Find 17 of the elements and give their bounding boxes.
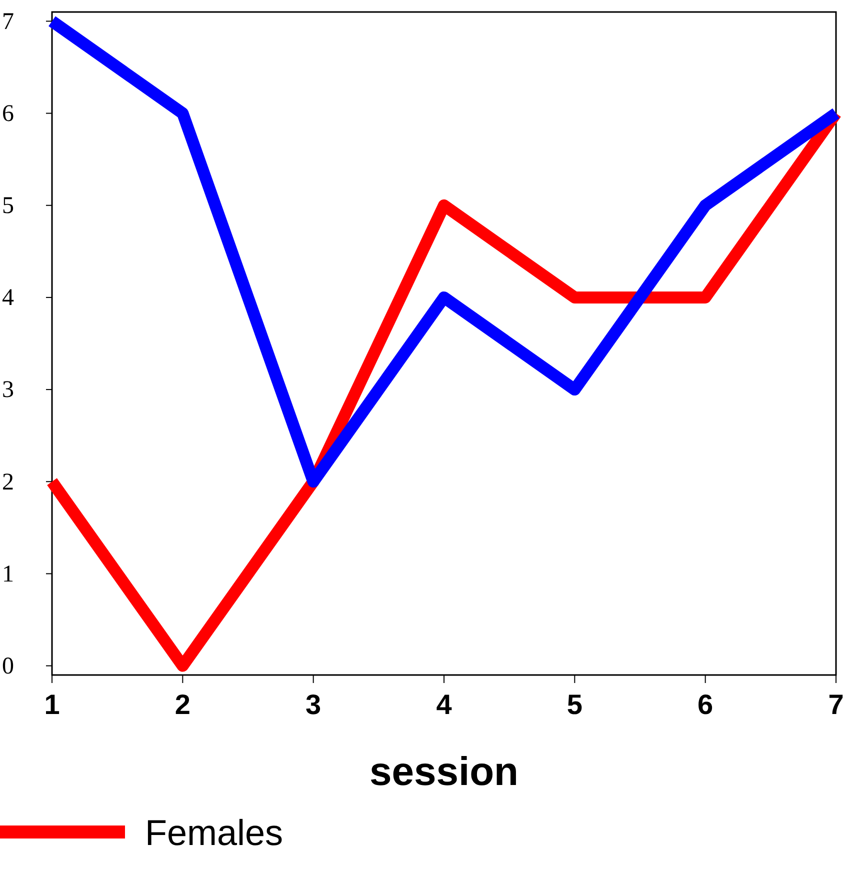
y-tick-label: 7 bbox=[2, 8, 14, 35]
x-tick-label: 2 bbox=[174, 689, 190, 720]
legend-label: Females bbox=[145, 812, 284, 853]
x-axis-title: session bbox=[370, 750, 518, 794]
y-tick-label: 1 bbox=[2, 561, 14, 588]
x-tick-label: 7 bbox=[828, 689, 844, 720]
y-tick-label: 3 bbox=[2, 377, 14, 404]
x-tick-label: 5 bbox=[566, 689, 582, 720]
y-tick-label: 0 bbox=[2, 653, 14, 680]
y-tick-label: 5 bbox=[2, 193, 14, 220]
x-tick-label: 6 bbox=[698, 689, 714, 720]
x-tick-label: 3 bbox=[306, 689, 322, 720]
x-tick-label: 4 bbox=[436, 689, 452, 720]
y-tick-label: 2 bbox=[2, 469, 14, 496]
y-tick-label: 6 bbox=[2, 100, 14, 127]
x-tick-label: 1 bbox=[44, 689, 60, 720]
y-tick-label: 4 bbox=[2, 285, 14, 312]
